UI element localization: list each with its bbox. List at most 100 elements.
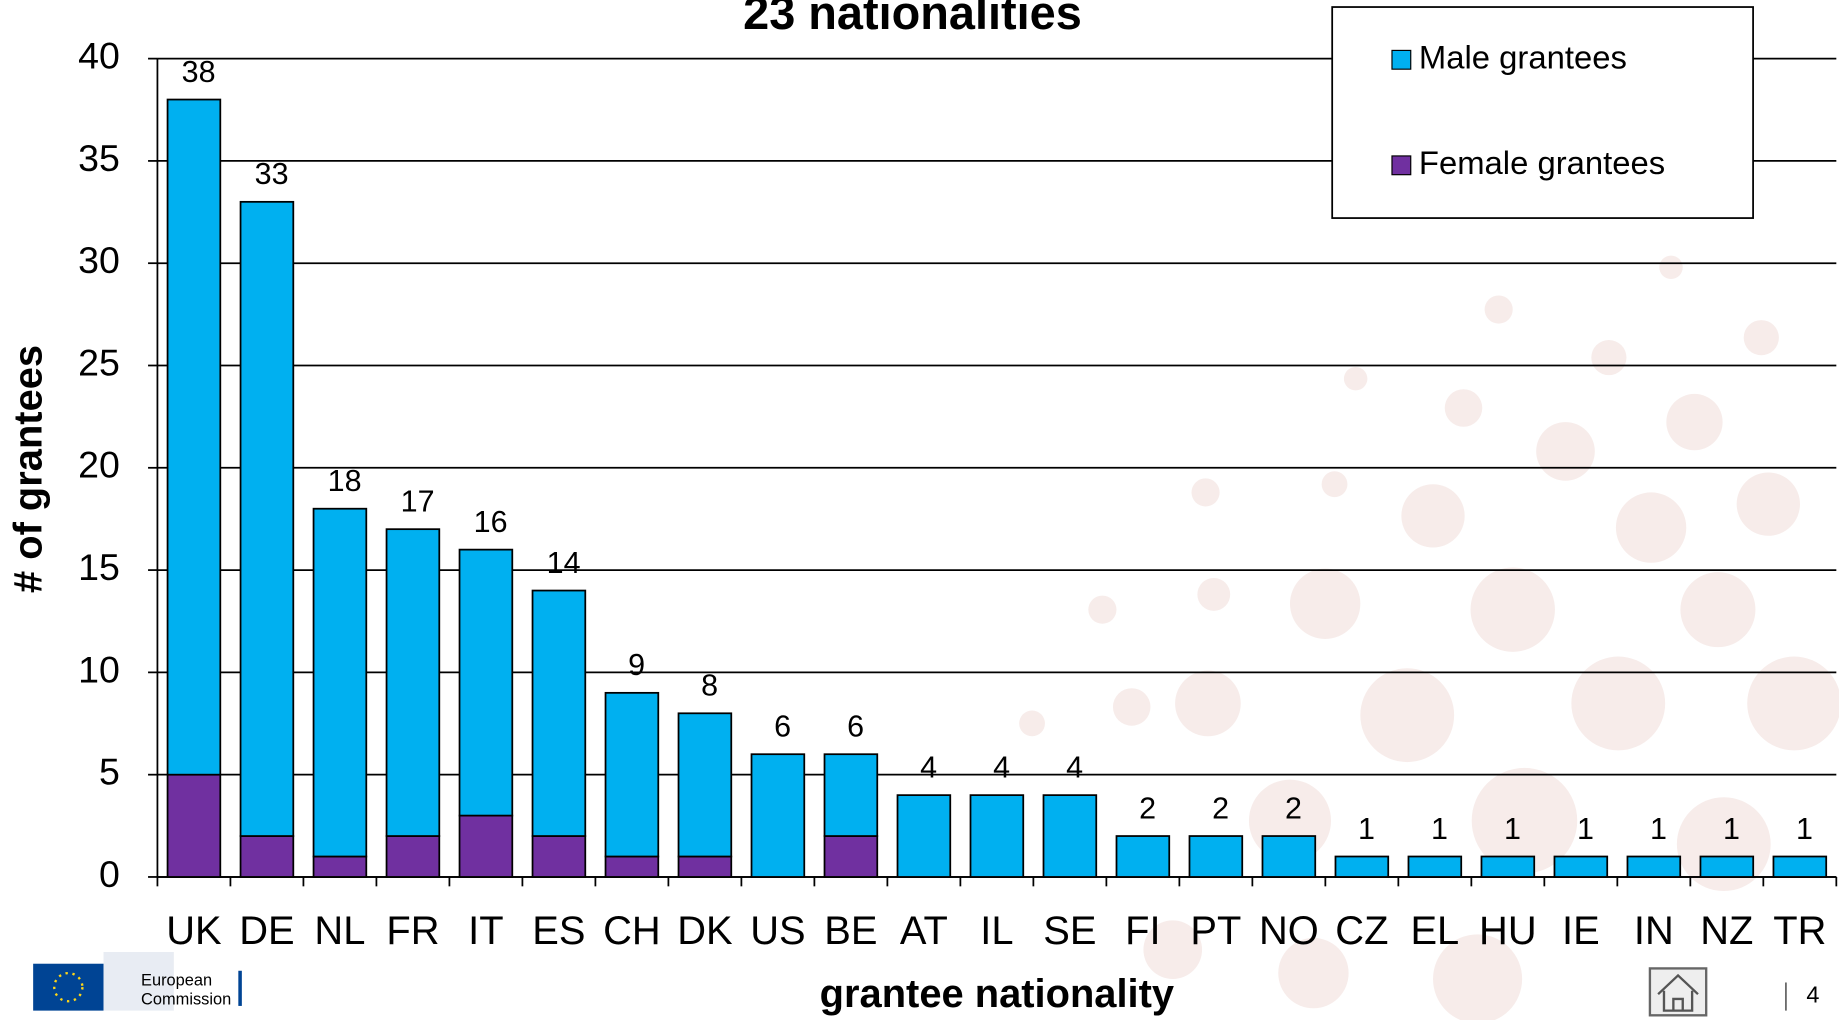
y-tick-label: 25 [78,341,120,383]
y-axis-title: # of grantees [6,345,50,593]
data-label: 14 [547,546,581,580]
x-tick-label: IT [468,909,503,953]
bar-segment [239,835,295,878]
legend: Male grantees Female grantees [1331,6,1754,219]
bar-segment [1407,855,1463,878]
data-label: 6 [847,709,864,743]
chart-title: 23 nationalities [743,0,1082,39]
x-tick-label: ES [532,909,585,953]
bar-segment [1553,855,1609,878]
bar-segment [239,200,295,837]
bar-segment [823,753,879,837]
bar-segment [1626,855,1682,878]
y-tick-label: 30 [78,239,120,281]
bar-segment [1699,855,1755,878]
data-label: 1 [1577,812,1594,846]
logo-flag [33,963,104,1011]
bar-segment [531,589,587,837]
x-tick-label: DE [239,909,294,953]
data-label: 1 [1431,812,1448,846]
data-label: 4 [920,750,937,784]
x-tick-label: TR [1773,909,1826,953]
x-tick-label: EL [1410,909,1459,953]
data-label: 33 [255,157,289,191]
x-tick-label: CZ [1335,909,1388,953]
data-label: 1 [1504,812,1521,846]
bar-segment [531,835,587,878]
legend-box [1331,6,1754,219]
bar-segment [312,507,368,858]
bar-segment [1042,794,1098,878]
data-label: 1 [1650,812,1667,846]
data-label: 1 [1796,812,1813,846]
data-label: 6 [774,709,791,743]
logo-bar [238,970,242,1006]
x-tick-label: CH [603,909,661,953]
data-label: 16 [474,505,508,539]
page-number: 4 [1806,982,1819,1008]
data-label: 1 [1723,812,1740,846]
bar-segment [385,835,441,878]
data-label: 8 [701,669,718,703]
y-tick-label: 15 [78,546,120,588]
logo-building [103,952,174,1011]
x-tick-label: IE [1562,909,1600,953]
x-tick-label: NO [1259,909,1319,953]
x-tick-label: NL [314,909,365,953]
x-tick-label: DK [677,909,733,953]
y-tick-label: 10 [78,648,120,690]
bar-segment [1261,835,1317,878]
data-label: 4 [1066,750,1083,784]
data-label: 2 [1212,791,1229,825]
x-tick-label: FR [386,909,439,953]
logo-text: Commission [141,990,231,1008]
bar-segment [1115,835,1171,878]
eu-logo: European Commission [33,952,242,1011]
x-tick-label: FI [1125,909,1160,953]
bar-segment [677,855,733,878]
home-button[interactable] [1648,967,1708,1017]
bar-segment [1772,855,1828,878]
bar-segment [166,773,222,878]
bar-segment [312,855,368,878]
data-label: 4 [993,750,1010,784]
x-tick-label: SE [1043,909,1096,953]
logo-text: European [141,972,212,990]
legend-swatch [1391,49,1412,70]
data-label: 1 [1358,812,1375,846]
bar-segment [896,794,952,878]
bar-segment [823,835,879,878]
bar-segment [1480,855,1536,878]
legend-label: Female grantees [1419,144,1665,181]
x-tick-label: IN [1634,909,1674,953]
y-tick-label: 35 [78,137,120,179]
bar-segment [385,528,441,837]
data-label: 17 [401,484,435,518]
legend-label: Male grantees [1419,38,1627,75]
x-tick-label: PT [1190,909,1241,953]
bar-segment [604,855,660,878]
y-tick-label: 20 [78,444,120,486]
x-tick-label: HU [1479,909,1537,953]
x-tick-label: US [750,909,805,953]
data-label: 18 [328,464,362,498]
x-tick-label: AT [900,909,948,953]
logo-stars [53,971,84,1003]
x-tick-label: IL [980,909,1013,953]
data-label: 9 [628,648,645,682]
bar-segment [604,691,660,858]
y-tick-label: 40 [78,35,120,77]
bar-segment [677,712,733,858]
bar-segment [1334,855,1390,878]
bar-segment [750,753,806,878]
data-label: 2 [1285,791,1302,825]
legend-swatch [1391,155,1412,176]
bar-segment [458,548,514,817]
bar-segment [1188,835,1244,878]
bar-segment [166,98,222,776]
data-label: 2 [1139,791,1156,825]
x-axis-title: grantee nationality [820,972,1174,1016]
x-tick-label: BE [824,909,877,953]
